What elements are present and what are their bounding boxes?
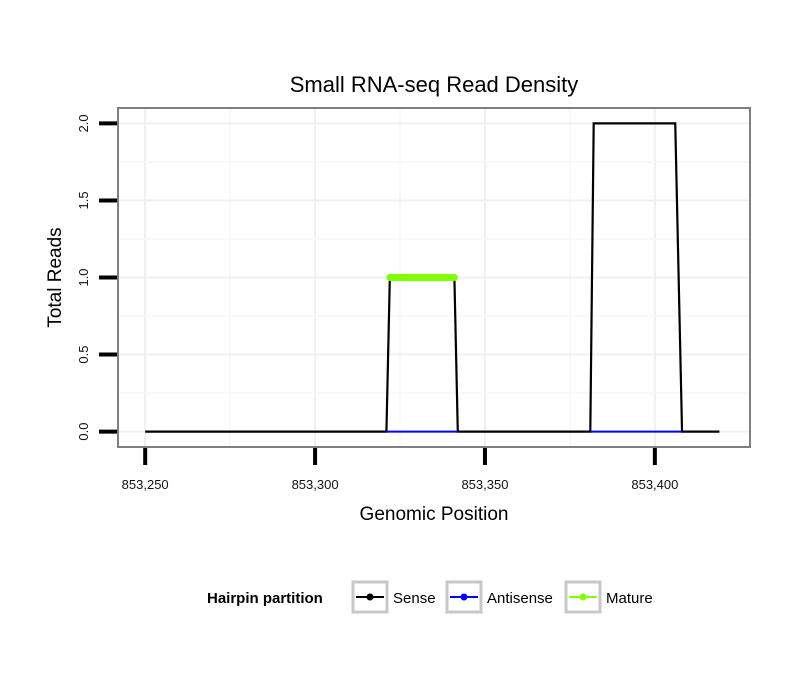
legend-key-point (579, 593, 587, 601)
x-tick-label: 853,250 (122, 477, 169, 492)
legend-title: Hairpin partition (207, 590, 323, 607)
x-tick-label: 853,350 (461, 477, 508, 492)
y-tick-label: 1.5 (76, 191, 91, 209)
x-axis-title: Genomic Position (360, 504, 509, 525)
legend-label: Antisense (487, 590, 553, 607)
axes: 853,250 853,300 853,350 853,400 0.0 0.5 1.0 1.5… (76, 114, 678, 492)
legend: Hairpin partition Sense Antisense Mature (207, 580, 653, 614)
x-tick-label: 853,300 (292, 477, 339, 492)
y-tick-label: 0.5 (76, 346, 91, 364)
y-axis-title: Total Reads (45, 227, 66, 327)
x-tick-label: 853,400 (631, 477, 678, 492)
chart-title: Small RNA-seq Read Density (290, 72, 579, 97)
legend-key-point (460, 593, 468, 601)
plot-border (117, 107, 751, 448)
legend-item: Antisense (445, 580, 553, 614)
legend-label: Sense (393, 590, 436, 607)
sense-line (145, 122, 720, 433)
y-tick-label: 0.0 (76, 423, 91, 441)
legend-label: Mature (606, 590, 653, 607)
legend-key-point (366, 593, 374, 601)
y-tick-label: 1.0 (76, 268, 91, 286)
y-tick-label: 2.0 (76, 114, 91, 132)
legend-item: Mature (564, 580, 653, 614)
grid (118, 108, 750, 447)
legend-item: Sense (351, 580, 436, 614)
series-layer (145, 122, 720, 433)
